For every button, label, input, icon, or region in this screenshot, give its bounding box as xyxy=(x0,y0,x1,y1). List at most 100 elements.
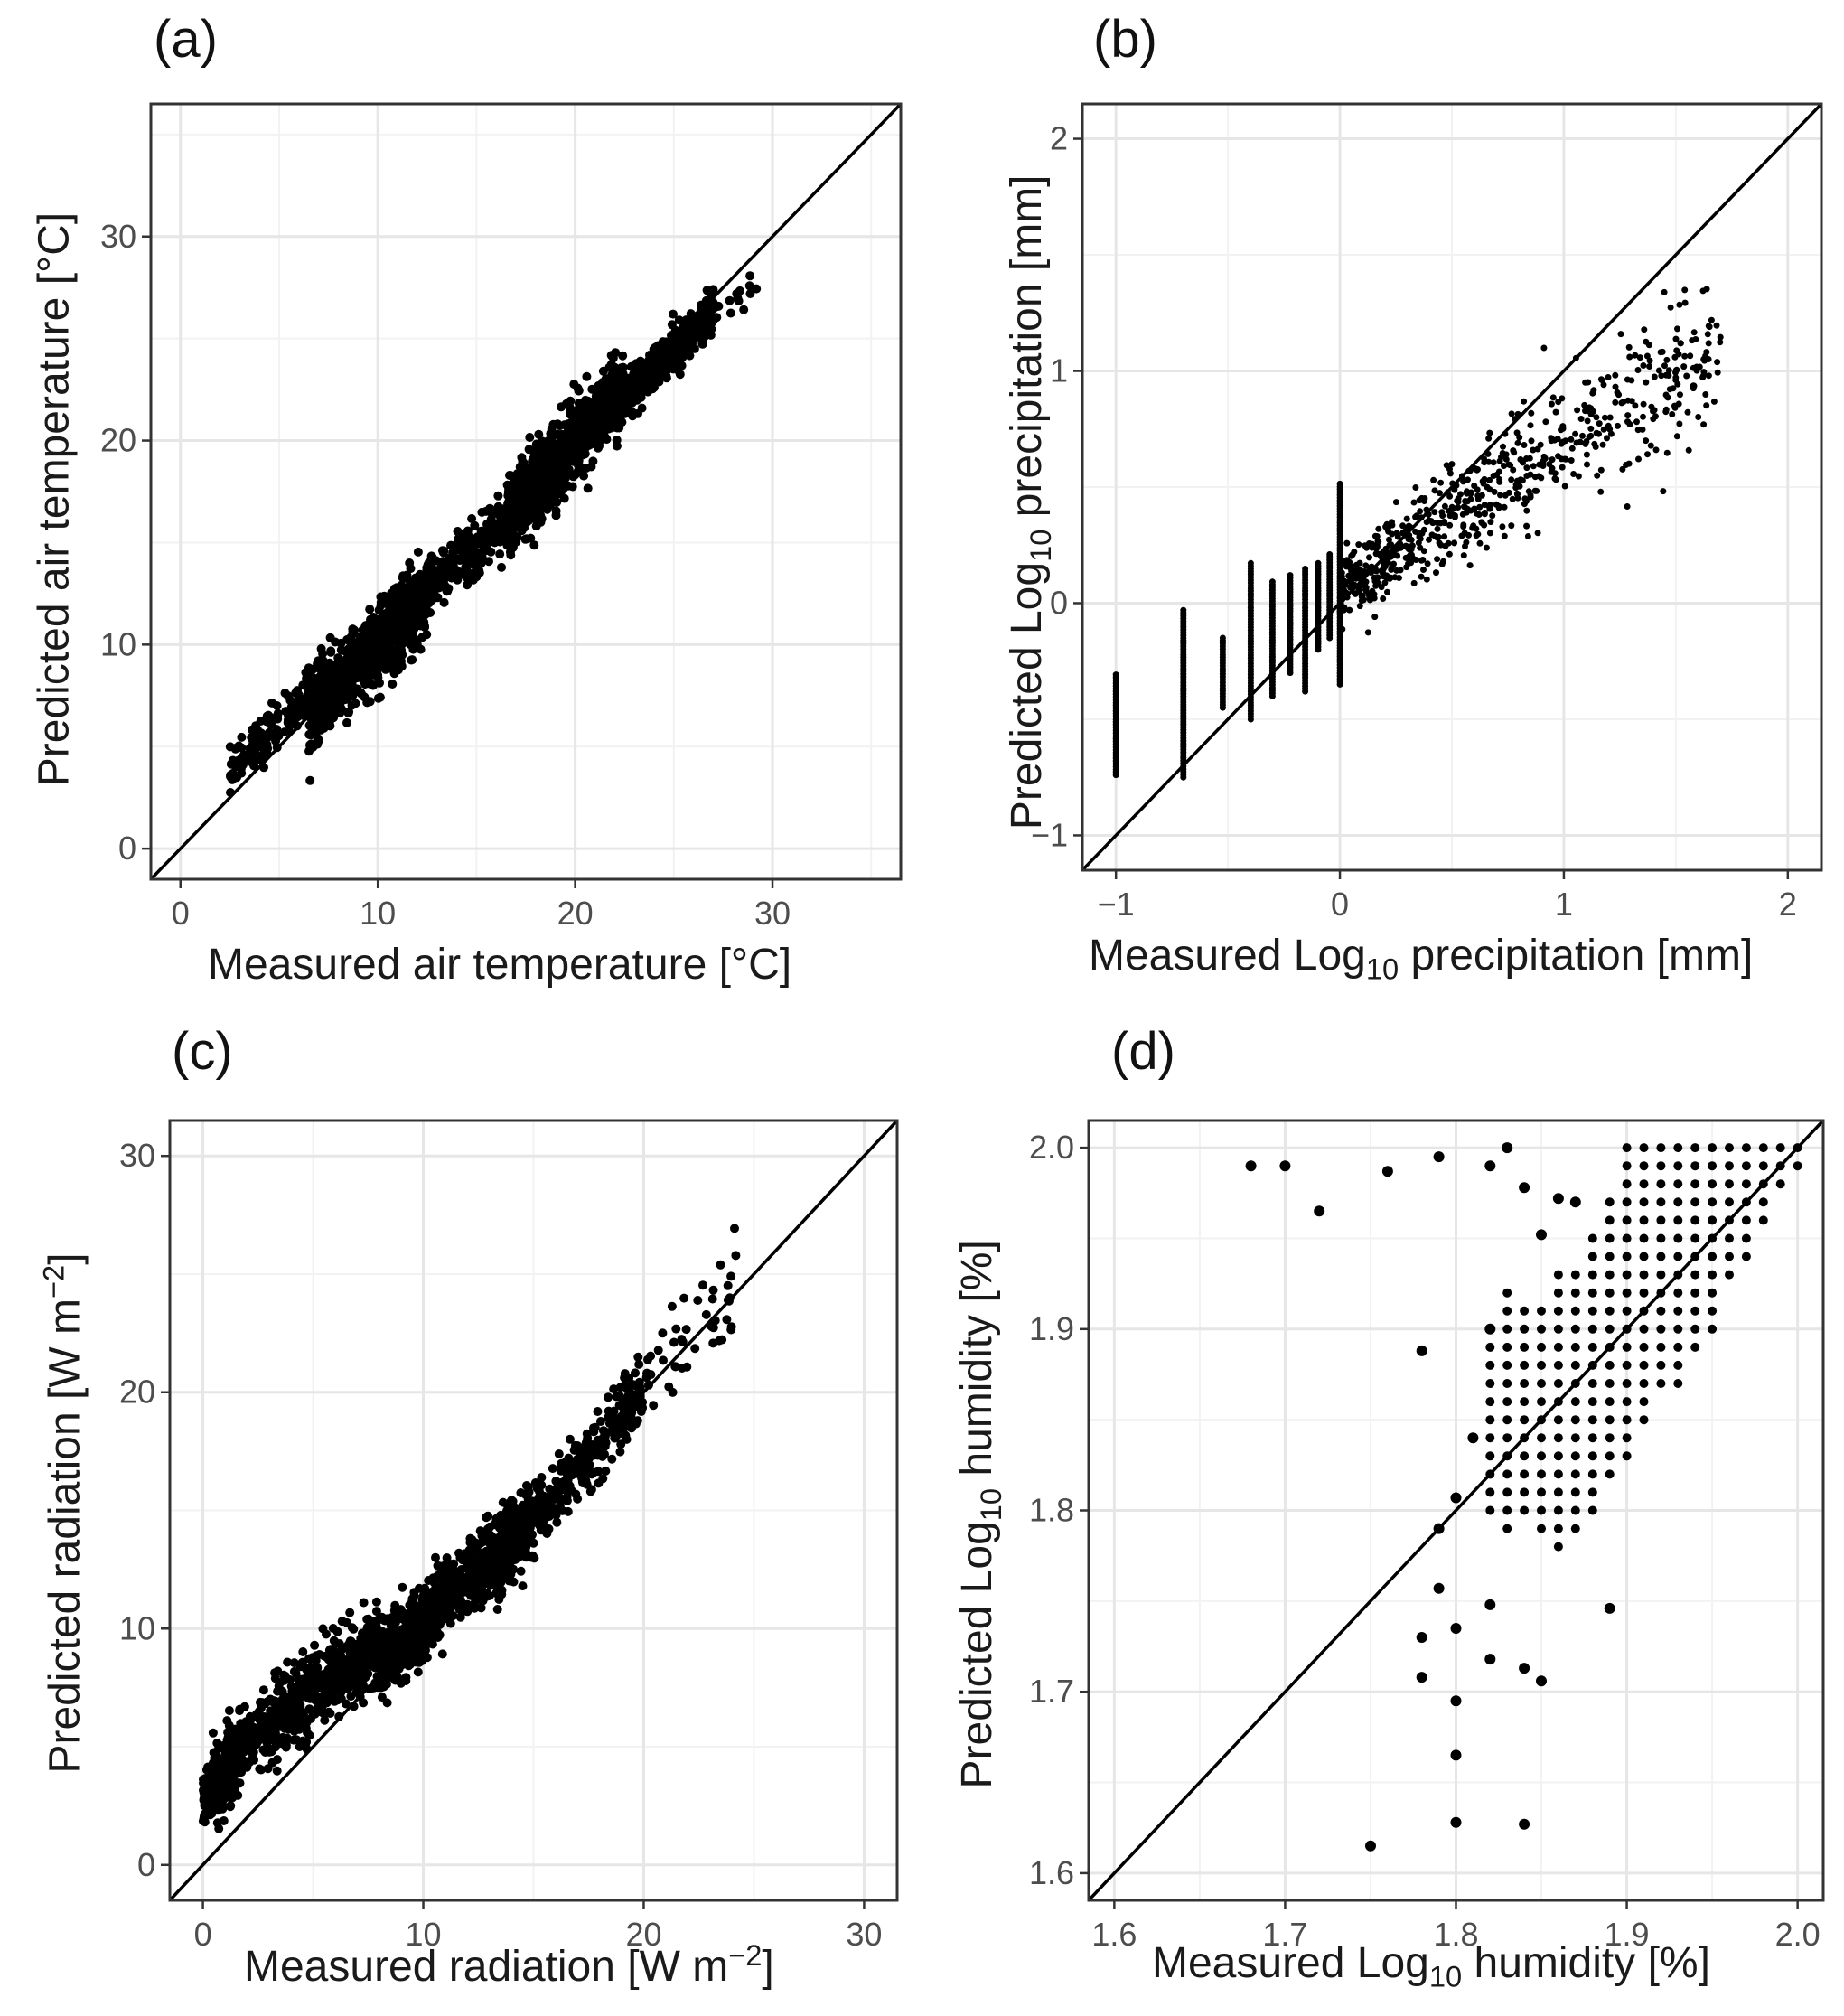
data-point xyxy=(1619,465,1626,473)
data-point xyxy=(574,455,584,465)
data-point xyxy=(686,338,696,348)
data-point xyxy=(1624,503,1631,510)
data-point xyxy=(1575,473,1582,480)
data-point xyxy=(1498,454,1504,461)
data-point xyxy=(1219,634,1226,642)
points-c xyxy=(198,1224,741,1833)
data-point xyxy=(308,743,318,752)
data-point xyxy=(1693,367,1700,374)
data-point xyxy=(1677,391,1683,399)
data-point xyxy=(1446,470,1454,477)
y-tick-label: −1 xyxy=(1031,816,1068,853)
data-point xyxy=(347,1623,357,1633)
data-point xyxy=(1523,464,1530,472)
data-point xyxy=(725,308,735,318)
data-point xyxy=(1661,362,1668,370)
data-point xyxy=(622,389,632,399)
data-point xyxy=(1551,470,1559,477)
data-point xyxy=(1426,536,1432,543)
data-point xyxy=(1598,377,1605,383)
data-point xyxy=(1448,503,1456,511)
data-point xyxy=(631,385,641,395)
y-tick-label: 10 xyxy=(119,1609,155,1646)
data-point xyxy=(1626,421,1633,427)
data-point xyxy=(280,689,290,698)
data-point xyxy=(1518,477,1525,484)
data-point xyxy=(1355,588,1362,595)
data-point xyxy=(213,1805,223,1815)
data-point xyxy=(1486,429,1493,436)
data-point xyxy=(1559,395,1566,402)
data-point xyxy=(1412,484,1419,491)
data-point xyxy=(1636,354,1643,361)
y-tick-label: 2 xyxy=(1050,120,1068,157)
data-point xyxy=(1502,455,1510,463)
data-point xyxy=(1535,473,1542,480)
data-point xyxy=(1345,572,1353,579)
data-point xyxy=(1514,439,1521,446)
data-point xyxy=(1496,478,1503,485)
data-point xyxy=(493,503,503,513)
data-point xyxy=(1478,519,1485,526)
data-point xyxy=(292,1735,301,1745)
data-point xyxy=(1534,530,1541,537)
data-point xyxy=(1375,539,1382,545)
data-point xyxy=(1596,420,1603,427)
data-point xyxy=(1710,398,1718,405)
data-point xyxy=(1493,472,1501,478)
data-point xyxy=(1408,546,1415,553)
data-point xyxy=(594,441,604,451)
data-point xyxy=(1433,569,1439,577)
data-point xyxy=(1372,533,1380,540)
data-point xyxy=(610,362,620,372)
data-point xyxy=(470,520,480,530)
data-point xyxy=(563,419,573,429)
data-point xyxy=(615,415,625,425)
data-point xyxy=(1431,487,1438,494)
data-point xyxy=(1514,494,1521,502)
data-point xyxy=(1455,504,1462,511)
data-point xyxy=(531,521,541,531)
data-point xyxy=(1549,464,1556,472)
data-point xyxy=(580,414,589,424)
data-point xyxy=(1497,492,1503,499)
x-tick-label: 1 xyxy=(1555,886,1573,923)
data-point xyxy=(1587,425,1595,432)
data-point xyxy=(1436,490,1443,497)
data-point xyxy=(1585,379,1592,386)
data-point xyxy=(360,680,370,689)
data-point xyxy=(735,286,744,295)
data-point xyxy=(1389,519,1395,526)
data-point xyxy=(1434,525,1441,532)
data-point xyxy=(1500,443,1506,450)
data-point xyxy=(224,1706,234,1715)
data-point xyxy=(1618,399,1625,407)
data-point xyxy=(1695,414,1702,420)
data-point xyxy=(1410,579,1418,586)
data-point xyxy=(1714,359,1721,366)
data-point xyxy=(1663,449,1671,456)
data-point xyxy=(1702,391,1709,398)
data-point xyxy=(1521,501,1528,508)
data-point xyxy=(1326,551,1334,558)
data-point xyxy=(1652,446,1660,454)
data-point xyxy=(1665,367,1672,374)
data-point xyxy=(1381,579,1389,586)
data-point xyxy=(506,535,516,545)
data-point xyxy=(1340,579,1347,586)
data-point xyxy=(1501,532,1508,539)
data-point xyxy=(474,567,484,577)
data-point xyxy=(1650,416,1657,423)
data-point xyxy=(605,374,615,384)
data-point xyxy=(1623,462,1630,468)
data-point xyxy=(388,660,398,670)
data-point xyxy=(1713,322,1720,329)
data-point xyxy=(1655,367,1662,374)
data-point xyxy=(1403,515,1410,522)
data-point xyxy=(752,284,762,294)
data-point xyxy=(1530,463,1537,470)
data-point xyxy=(340,695,350,705)
data-point xyxy=(1490,459,1497,466)
data-point xyxy=(1509,495,1516,502)
